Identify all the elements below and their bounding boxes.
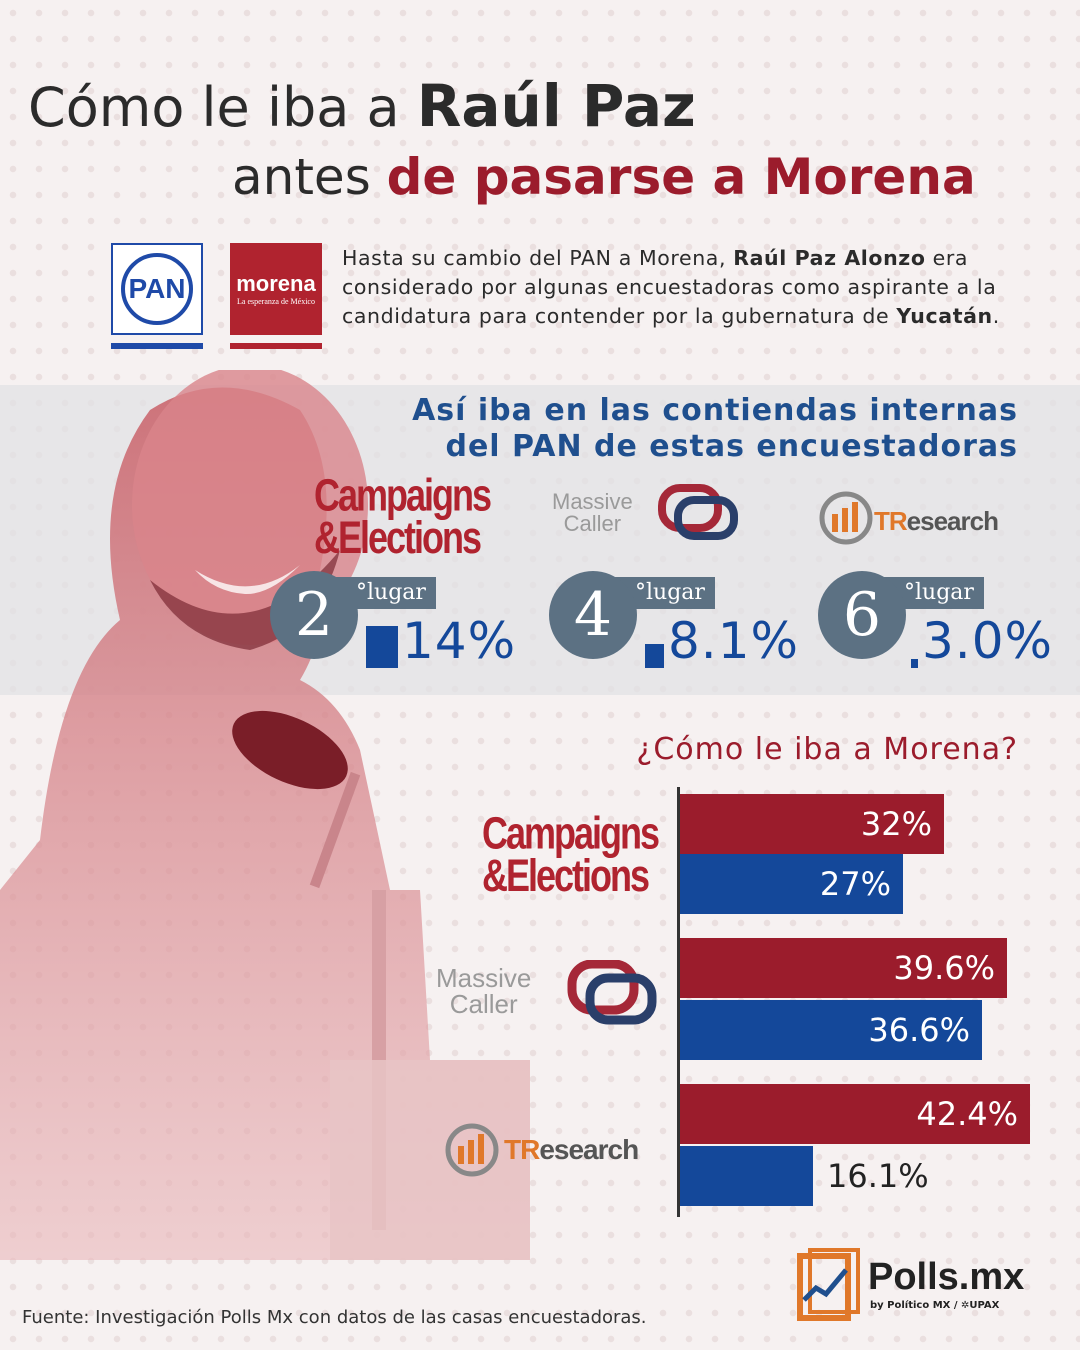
- pan-bar-tresearch: [911, 659, 918, 668]
- pan-value-label: 3.0%: [922, 612, 1054, 670]
- rank-badge: 2: [270, 571, 358, 659]
- massive-caller-bubble-icon: [658, 484, 738, 540]
- intro-text: Hasta su cambio del PAN a Morena, Raúl P…: [342, 246, 1000, 328]
- morena-logo: morena La esperanza de México: [230, 243, 322, 335]
- morena-bar: 39.6%: [680, 938, 1007, 998]
- tresearch-chart-icon: [445, 1123, 499, 1177]
- pan-underline: [111, 343, 203, 349]
- pan-logo: PAN: [111, 243, 203, 335]
- morena-bar: [680, 1146, 813, 1206]
- polls-mx-logo-icon: [797, 1248, 860, 1321]
- morena-underline: [230, 343, 322, 349]
- pan-bar-massive-caller: [645, 644, 664, 668]
- massive-caller-bubble-icon: [567, 960, 657, 1025]
- morena-bar: 36.6%: [680, 1000, 982, 1060]
- morena-section-title: ¿Cómo le iba a Morena?: [636, 732, 1018, 767]
- source-note: Fuente: Investigación Polls Mx con datos…: [22, 1307, 647, 1328]
- rank-label: °lugar: [332, 577, 436, 609]
- pan-bar-campaigns-elections: [366, 626, 398, 668]
- pan-value-label: 8.1%: [668, 612, 800, 670]
- rank-badge: 6: [818, 571, 906, 659]
- massive-caller-logo: Massive Caller: [552, 489, 633, 536]
- morena-bar: 27%: [680, 854, 903, 914]
- massive-caller-logo: Massive Caller: [436, 963, 532, 1019]
- polls-mx-brand: Polls.mx by Político MX / ✲UPAX: [796, 1248, 1024, 1328]
- tresearch-logo: TResearch: [504, 1134, 639, 1165]
- tresearch-chart-icon: [819, 491, 873, 545]
- rank-badge: 4: [549, 571, 637, 659]
- campaigns-elections-logo: Campaigns &Elections: [314, 469, 492, 563]
- morena-bar: 42.4%: [680, 1084, 1030, 1144]
- morena-bar: 32%: [680, 794, 944, 854]
- raul-paz-photo: [0, 370, 530, 1260]
- page-title: Cómo le iba a Raúl Paz: [28, 72, 696, 140]
- chart-axis: [677, 787, 680, 1217]
- morena-bar-label: 16.1%: [827, 1157, 929, 1195]
- pan-value-label: 14%: [402, 612, 517, 670]
- campaigns-elections-logo: Campaigns &Elections: [482, 807, 660, 901]
- tresearch-logo: TResearch: [874, 506, 999, 536]
- pan-section-title: Así iba en las contiendas internas del P…: [412, 393, 1018, 464]
- page-subtitle: antes de pasarse a Morena: [232, 148, 976, 206]
